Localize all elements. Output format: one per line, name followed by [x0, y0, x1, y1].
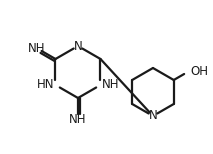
Text: NH: NH	[28, 42, 45, 55]
Text: N: N	[149, 109, 157, 122]
Text: OH: OH	[190, 65, 208, 77]
Text: N: N	[74, 40, 82, 53]
Text: NH: NH	[102, 79, 119, 91]
Text: NH: NH	[69, 113, 87, 126]
Text: HN: HN	[37, 79, 55, 91]
